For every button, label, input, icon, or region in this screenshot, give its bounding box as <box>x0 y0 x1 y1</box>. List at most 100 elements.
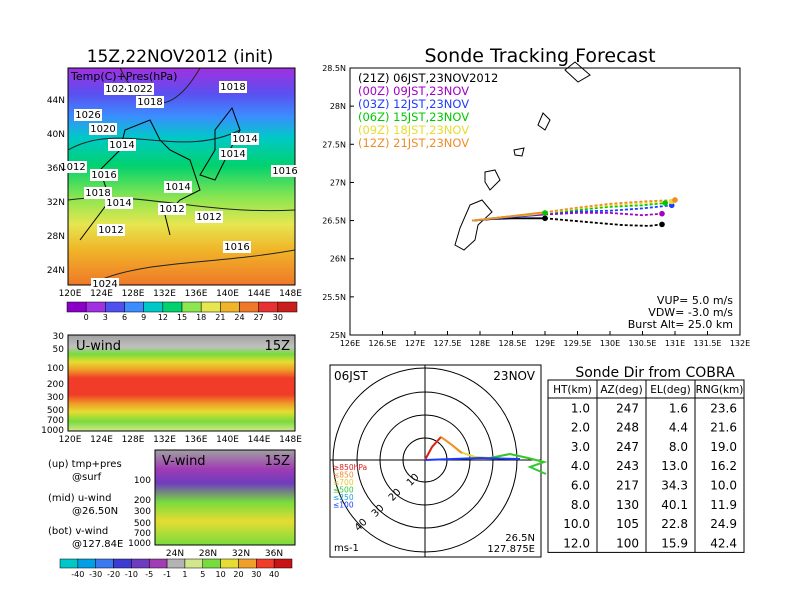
isobar-label: 1018 <box>85 188 110 199</box>
table-cell: 4.0 <box>571 459 590 473</box>
isobar-label: 1014 <box>106 198 131 209</box>
wind-colorbar-tick: -40 <box>71 570 84 579</box>
temperature-colorbar: 0 3 6 9 12 15 18 21 24 27 30 <box>66 301 298 322</box>
isobar-label: 1018 <box>137 97 162 108</box>
track-y-tick: 28.5N <box>322 64 346 73</box>
track-x-tick: 128.5E <box>499 339 527 348</box>
temp-colorbar-tick: 24 <box>234 313 244 322</box>
track-x-tick: 131.5E <box>694 339 722 348</box>
temp-colorbar-cell <box>105 301 125 313</box>
table-cell: 247 <box>616 401 639 415</box>
isobar-label: 1024 <box>92 279 117 290</box>
uwind-x-tick: 148E <box>279 435 302 445</box>
map-lon-tick: 148E <box>279 289 302 299</box>
isobar-label-bg <box>89 123 117 135</box>
uwind-y-tick: 50 <box>53 345 65 355</box>
isobar-label-bg <box>108 139 136 151</box>
polar-legend-item: ≤250 <box>333 493 354 502</box>
uwind-field <box>68 335 295 431</box>
isobar-label: 1012 <box>159 204 184 215</box>
polar-legend-item: ≥850hPa <box>333 463 367 472</box>
isobar-label: 1014 <box>165 182 190 193</box>
table-cell: 16.2 <box>710 459 737 473</box>
legend-notes: (up) tmp+pres @surf (mid) u-wind @26.50N… <box>48 459 123 550</box>
track-panel: 126E 126.5E 127E 127.5E 128E 128.5E 129E 129.5E… <box>322 61 750 348</box>
track-series-line <box>544 212 663 217</box>
wind-colorbar-tick: 20 <box>233 570 243 579</box>
note-3a: (bot) v-wind <box>48 526 108 537</box>
vwind-field <box>155 450 295 545</box>
map-lon-ticks: 120E 124E 128E 132E 136E 140E 144E 148E <box>59 289 303 299</box>
uwind-y-tick: 200 <box>47 380 64 390</box>
track-legend-item: (06Z) 15JST,23NOV <box>358 110 469 124</box>
isobar-label-bg <box>104 83 132 95</box>
track-legend-item: (09Z) 18JST,23NOV <box>358 123 469 137</box>
temp-colorbar-tick: 0 <box>84 313 89 322</box>
uwind-x-ticks: 120E 124E 128E 132E 136E 140E 144E 148E <box>59 435 303 445</box>
wind-colorbar-tick: -10 <box>125 570 138 579</box>
track-legend-item: (12Z) 21JST,23NOV <box>358 136 469 150</box>
note-2a: (mid) u-wind <box>48 493 111 504</box>
isobar-label: 1024 <box>105 84 130 95</box>
track-x-tick: 129.5E <box>564 339 592 348</box>
uwind-x-tick: 144E <box>248 435 271 445</box>
wind-colorbar-tick: -5 <box>145 570 153 579</box>
wind-colorbar-cell <box>148 558 168 569</box>
track-legend-item: (00Z) 09JST,23NOV <box>358 84 469 98</box>
isobar-label-bg <box>126 83 154 95</box>
table-cell: 3.0 <box>571 440 590 454</box>
wind-colorbar-tick: 1 <box>182 570 187 579</box>
isobar-label-bg <box>84 187 112 199</box>
uwind-x-tick: 120E <box>59 435 82 445</box>
vwind-x-ticks: 24N 28N 32N 36N <box>166 549 283 559</box>
uwind-x-tick: 128E <box>122 435 145 445</box>
table-cell: 42.4 <box>710 536 737 550</box>
temp-colorbar-tick: 9 <box>141 313 146 322</box>
track-y-tick: 25N <box>330 331 346 340</box>
track-series-line <box>544 202 666 214</box>
uwind-y-tick: 500 <box>47 406 64 416</box>
map-lat-tick: 28N <box>47 232 65 242</box>
temp-colorbar-tick: 15 <box>177 313 187 322</box>
wind-colorbar-cell <box>77 558 96 569</box>
table-cell: 40.1 <box>661 498 688 512</box>
isobar-label-bg <box>164 181 192 193</box>
track-y-tick: 27.5N <box>322 140 346 149</box>
vwind-x-tick: 24N <box>166 549 184 559</box>
track-x-tick: 132E <box>730 339 750 348</box>
track-y-tick: 28N <box>330 102 346 111</box>
table-cell: 34.3 <box>661 479 688 493</box>
vwind-y-tick: 100 <box>134 476 151 486</box>
table-cell: 8.0 <box>669 440 688 454</box>
vwind-y-tick: 200 <box>134 496 151 506</box>
map-lon-tick: 124E <box>90 289 113 299</box>
table-cell: 21.6 <box>710 421 737 435</box>
temp-colorbar-cell <box>162 301 183 313</box>
track-point <box>542 215 548 222</box>
track-point <box>662 200 669 206</box>
table-cell: 22.8 <box>661 517 688 531</box>
table-cell: 1.0 <box>571 401 590 415</box>
uwind-y-tick: 300 <box>47 393 64 403</box>
map-lat-tick: 40N <box>47 130 65 140</box>
table-header: RNG(km) <box>696 384 744 396</box>
temp-colorbar-cell <box>220 301 240 313</box>
map-lon-tick: 120E <box>59 289 82 299</box>
uwind-y-tick: 100 <box>47 364 64 374</box>
isobar-label: 1016 <box>272 166 297 177</box>
vwind-time: 15Z <box>265 454 291 469</box>
table-cell: 8.0 <box>571 498 590 512</box>
polar-frame <box>329 364 542 558</box>
vwind-x-tick: 32N <box>232 549 250 559</box>
track-y-tick: 26.5N <box>322 217 346 226</box>
isobar-label-bg <box>105 197 133 209</box>
temperature-map-panel: Temp(C)+Pres(hPa) 1024102210181026102010… <box>47 67 303 322</box>
table-cell: 130 <box>616 498 639 512</box>
temp-colorbar-cell <box>200 301 221 313</box>
wind-colorbar-cell <box>238 558 257 569</box>
table-title: Sonde Dir from COBRA <box>575 365 735 381</box>
burst-text: Burst Alt= 25.0 km <box>628 318 733 331</box>
isobar-label-bg <box>59 161 87 173</box>
